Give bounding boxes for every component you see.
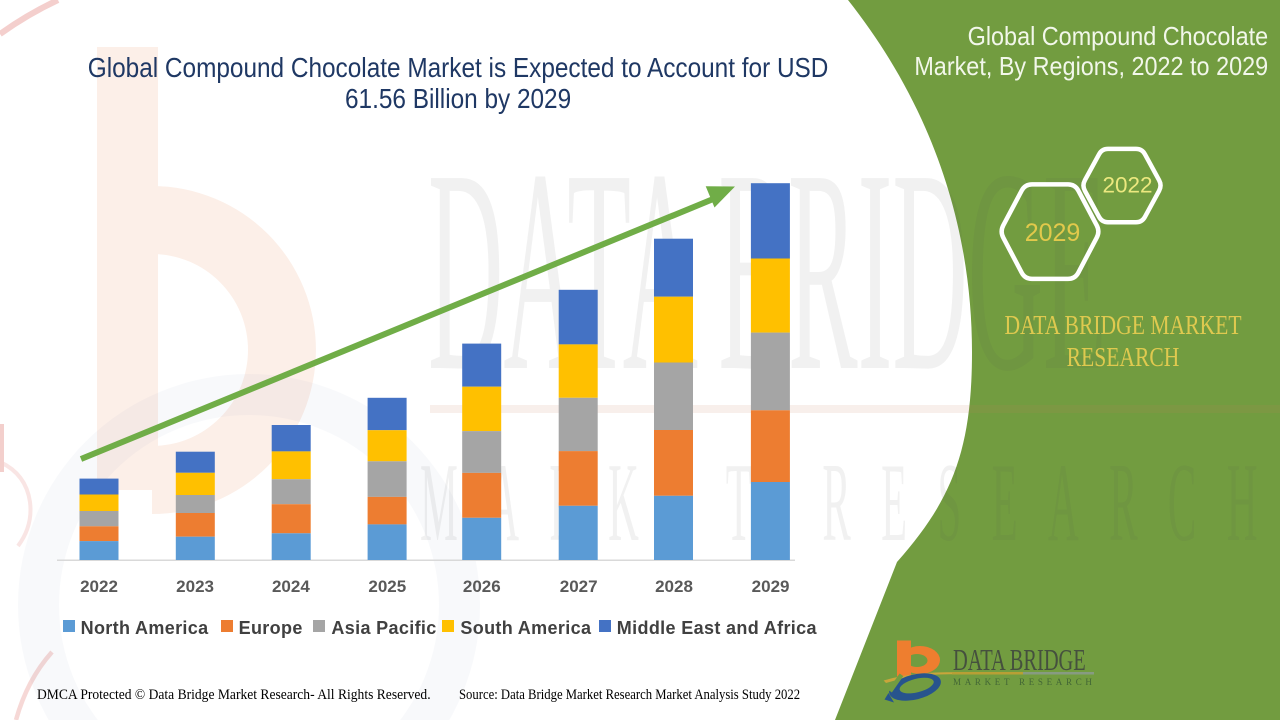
svg-text:MARKET RESEARCH: MARKET RESEARCH [420, 442, 1280, 565]
svg-text:2029: 2029 [1025, 219, 1081, 247]
svg-text:MARKET RESEARCH: MARKET RESEARCH [953, 677, 1096, 687]
svg-text:2022: 2022 [1102, 173, 1152, 198]
svg-text:DATA BRIDGE: DATA BRIDGE [953, 643, 1086, 677]
